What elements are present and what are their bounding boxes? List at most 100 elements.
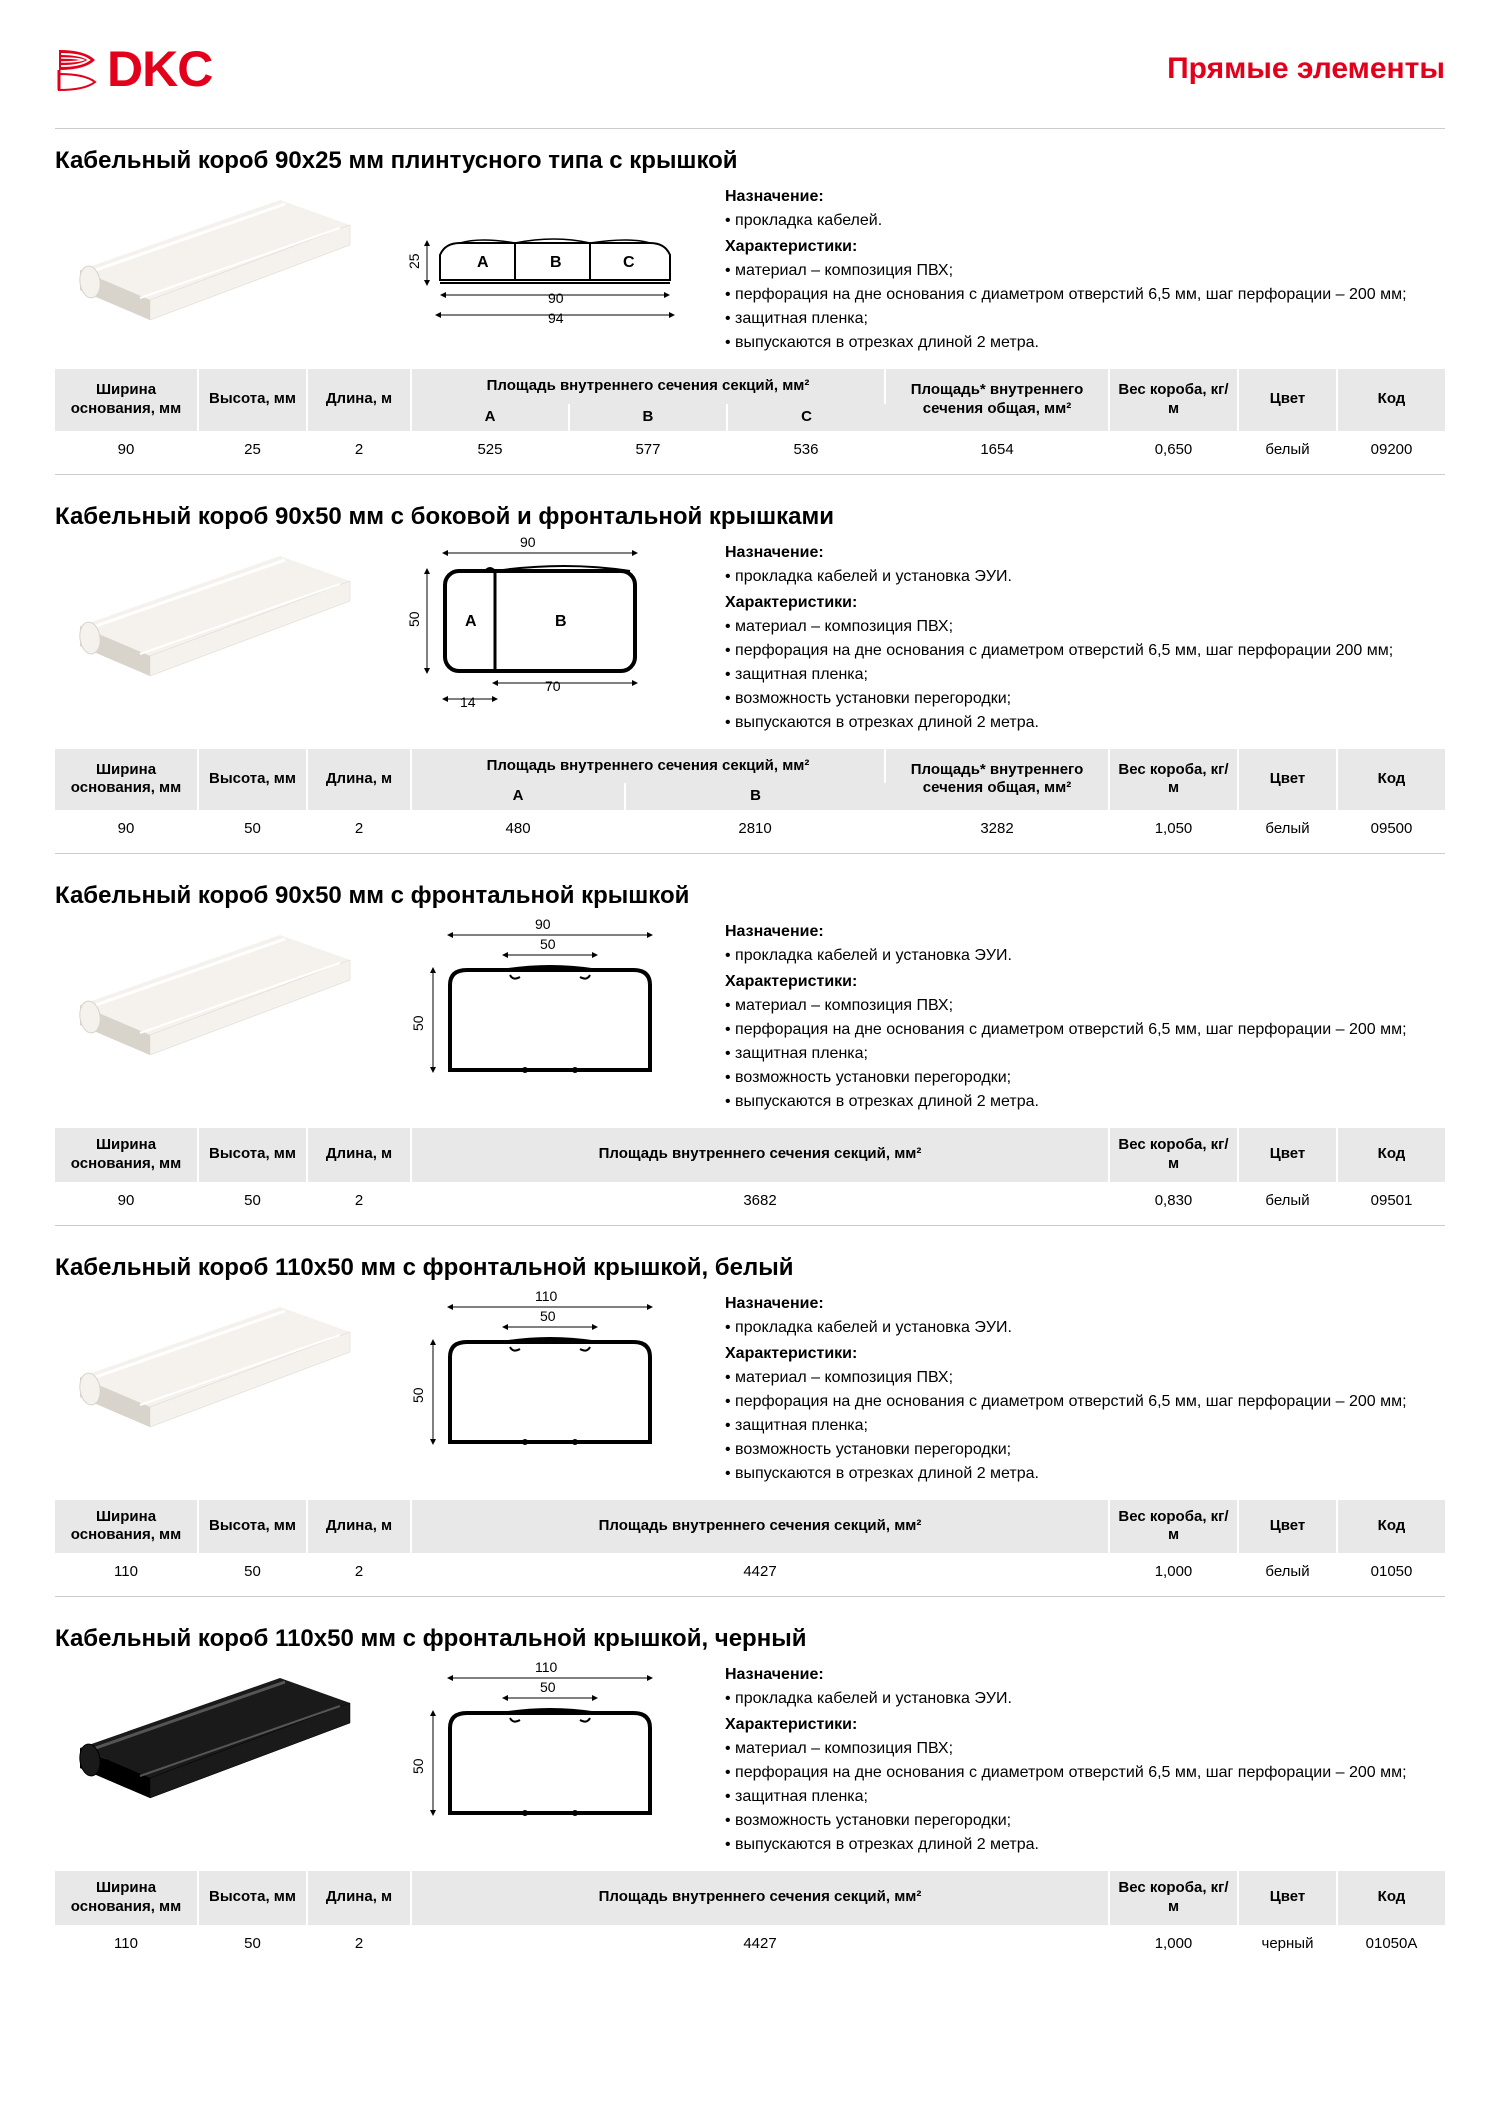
- product-diagram: 90 50 50: [395, 920, 695, 1080]
- product-title: Кабельный короб 90х50 мм с фронтальной к…: [55, 882, 1445, 910]
- spec-line: • выпускаются в отрезках длиной 2 метра.: [725, 711, 1445, 735]
- purpose-line: • прокладка кабелей и установка ЭУИ.: [725, 1316, 1445, 1340]
- table-row: 90502 36820,830белый09501: [55, 1182, 1445, 1219]
- spec-line: • материал – композиция ПВХ;: [725, 1366, 1445, 1390]
- spec-line: • материал – композиция ПВХ;: [725, 1737, 1445, 1761]
- header-divider: [55, 128, 1445, 129]
- product-info: Назначение: • прокладка кабелей и устано…: [725, 541, 1445, 735]
- svg-text:90: 90: [520, 534, 536, 550]
- purpose-heading: Назначение:: [725, 185, 1445, 209]
- product-title: Кабельный короб 90х50 мм с боковой и фро…: [55, 503, 1445, 531]
- brand-logo: DKC: [55, 40, 212, 98]
- brand-name: DKC: [107, 40, 212, 98]
- svg-text:110: 110: [535, 1288, 558, 1304]
- spec-line: • возможность установки перегородки;: [725, 1438, 1445, 1462]
- product-divider: [55, 1225, 1445, 1226]
- catalog-page: DKC Прямые элементы Кабельный короб 90х2…: [0, 0, 1500, 2050]
- specs-heading: Характеристики:: [725, 235, 1445, 259]
- svg-text:50: 50: [540, 936, 556, 952]
- product-title: Кабельный короб 90х25 мм плинтусного тип…: [55, 147, 1445, 175]
- svg-text:B: B: [555, 613, 567, 630]
- spec-line: • защитная пленка;: [725, 307, 1445, 331]
- specs-heading: Характеристики:: [725, 1713, 1445, 1737]
- product-photo: [55, 1292, 365, 1452]
- svg-text:A: A: [465, 613, 477, 630]
- purpose-heading: Назначение:: [725, 920, 1445, 944]
- spec-table: Ширина основания, мм Высота, мм Длина, м…: [55, 369, 1445, 468]
- spec-line: • материал – композиция ПВХ;: [725, 615, 1445, 639]
- svg-text:70: 70: [545, 678, 561, 694]
- svg-text:14: 14: [460, 694, 476, 710]
- spec-line: • перфорация на дне основания с диаметро…: [725, 1390, 1445, 1414]
- spec-line: • выпускаются в отрезках длиной 2 метра.: [725, 331, 1445, 355]
- svg-text:90: 90: [535, 916, 551, 932]
- purpose-line: • прокладка кабелей и установка ЭУИ.: [725, 944, 1445, 968]
- svg-text:B: B: [550, 254, 562, 271]
- svg-text:A: A: [477, 254, 489, 271]
- table-row: 110502 44271,000черный01050A: [55, 1925, 1445, 1962]
- purpose-heading: Назначение:: [725, 541, 1445, 565]
- spec-line: • защитная пленка;: [725, 1785, 1445, 1809]
- svg-text:110: 110: [535, 1659, 558, 1675]
- product-block: Кабельный короб 110х50 мм с фронтальной …: [55, 1254, 1445, 1598]
- svg-text:50: 50: [540, 1679, 556, 1695]
- spec-line: • защитная пленка;: [725, 1042, 1445, 1066]
- spec-line: • перфорация на дне основания с диаметро…: [725, 1761, 1445, 1785]
- svg-text:94: 94: [548, 310, 564, 326]
- svg-text:50: 50: [410, 1387, 426, 1403]
- spec-line: • защитная пленка;: [725, 1414, 1445, 1438]
- spec-table: Ширина основания, мм Высота, мм Длина, м…: [55, 1500, 1445, 1591]
- product-block: Кабельный короб 90х25 мм плинтусного тип…: [55, 147, 1445, 475]
- product-title: Кабельный короб 110х50 мм с фронтальной …: [55, 1254, 1445, 1282]
- svg-text:25: 25: [406, 253, 422, 269]
- product-info: Назначение: • прокладка кабелей и устано…: [725, 1663, 1445, 1857]
- spec-line: • перфорация на дне основания с диаметро…: [725, 639, 1445, 663]
- svg-text:C: C: [623, 254, 635, 271]
- purpose-line: • прокладка кабелей и установка ЭУИ.: [725, 1687, 1445, 1711]
- product-diagram: 90 50 A B 70 14: [395, 541, 695, 701]
- table-row: 90252 525577536 16540,650белый09200: [55, 431, 1445, 468]
- spec-line: • возможность установки перегородки;: [725, 1066, 1445, 1090]
- product-info: Назначение: • прокладка кабелей и устано…: [725, 920, 1445, 1114]
- product-block: Кабельный короб 90х50 мм с фронтальной к…: [55, 882, 1445, 1226]
- svg-text:50: 50: [410, 1758, 426, 1774]
- spec-line: • выпускаются в отрезках длиной 2 метра.: [725, 1462, 1445, 1486]
- svg-text:90: 90: [548, 290, 564, 306]
- spec-line: • перфорация на дне основания с диаметро…: [725, 1018, 1445, 1042]
- spec-table: Ширина основания, мм Высота, мм Длина, м…: [55, 749, 1445, 848]
- spec-table: Ширина основания, мм Высота, мм Длина, м…: [55, 1128, 1445, 1219]
- purpose-line: • прокладка кабелей.: [725, 209, 1445, 233]
- purpose-heading: Назначение:: [725, 1663, 1445, 1687]
- spec-line: • выпускаются в отрезках длиной 2 метра.: [725, 1090, 1445, 1114]
- spec-line: • возможность установки перегородки;: [725, 687, 1445, 711]
- svg-text:50: 50: [540, 1308, 556, 1324]
- page-header: DKC Прямые элементы: [55, 40, 1445, 98]
- product-info: Назначение: • прокладка кабелей и устано…: [725, 1292, 1445, 1486]
- purpose-heading: Назначение:: [725, 1292, 1445, 1316]
- svg-text:50: 50: [410, 1015, 426, 1031]
- product-diagram: 110 50 50: [395, 1663, 695, 1823]
- product-block: Кабельный короб 110х50 мм с фронтальной …: [55, 1625, 1445, 1962]
- product-divider: [55, 1596, 1445, 1597]
- product-divider: [55, 474, 1445, 475]
- product-info: Назначение: • прокладка кабелей. Характе…: [725, 185, 1445, 355]
- spec-line: • материал – композиция ПВХ;: [725, 994, 1445, 1018]
- page-title: Прямые элементы: [1167, 52, 1445, 86]
- product-photo: [55, 185, 365, 345]
- product-diagram: 110 50 50: [395, 1292, 695, 1452]
- specs-heading: Характеристики:: [725, 970, 1445, 994]
- spec-line: • защитная пленка;: [725, 663, 1445, 687]
- product-photo: [55, 1663, 365, 1823]
- product-title: Кабельный короб 110х50 мм с фронтальной …: [55, 1625, 1445, 1653]
- product-diagram: 25 A B C 90 94: [395, 185, 695, 345]
- spec-line: • выпускаются в отрезках длиной 2 метра.: [725, 1833, 1445, 1857]
- product-divider: [55, 853, 1445, 854]
- purpose-line: • прокладка кабелей и установка ЭУИ.: [725, 565, 1445, 589]
- specs-heading: Характеристики:: [725, 1342, 1445, 1366]
- product-photo: [55, 920, 365, 1080]
- specs-heading: Характеристики:: [725, 591, 1445, 615]
- table-row: 110502 44271,000белый01050: [55, 1553, 1445, 1590]
- table-row: 90502 4802810 32821,050белый09500: [55, 810, 1445, 847]
- svg-text:50: 50: [406, 611, 422, 627]
- spec-line: • возможность установки перегородки;: [725, 1809, 1445, 1833]
